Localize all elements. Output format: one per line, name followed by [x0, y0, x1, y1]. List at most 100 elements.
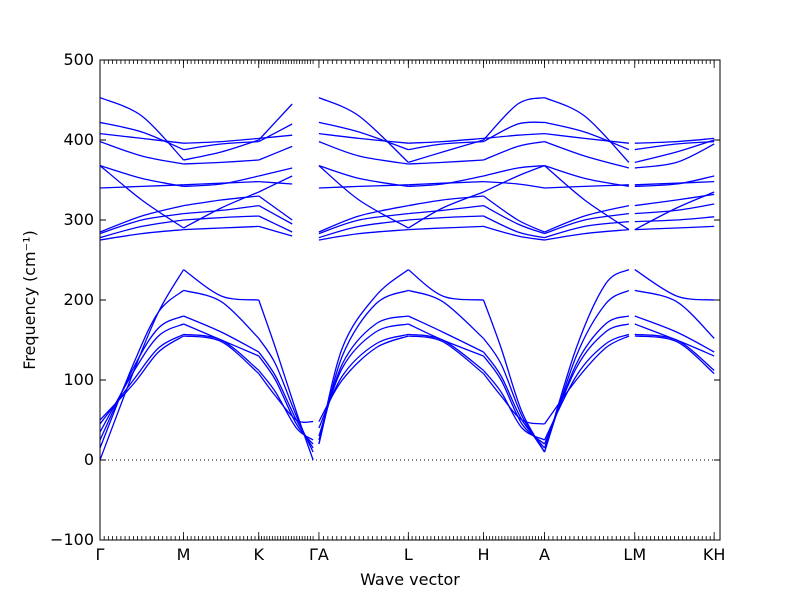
band-line-16-seg-4	[407, 191, 484, 229]
band-line-12-seg-6	[544, 204, 630, 233]
band-line-10-seg-5	[483, 164, 545, 177]
band-line-8-seg-3	[318, 132, 409, 144]
band-line-13-seg-2	[258, 205, 293, 225]
x-axis: Γ M K ΓA L H A LM KH	[96, 60, 725, 564]
band-line-5-seg-1	[183, 335, 260, 375]
band-line-11-seg-7	[634, 180, 715, 186]
band-line-5-seg-2	[258, 373, 314, 423]
band-line-5-seg-4	[408, 335, 484, 375]
band-line-13-seg-7	[634, 203, 715, 215]
band-line-7-seg-3	[318, 121, 409, 151]
x-tick-label: ΓA	[309, 545, 329, 564]
x-tick-label: LM	[623, 545, 646, 564]
x-tick-label: L	[404, 545, 413, 564]
band-line-1-seg-7	[634, 289, 715, 339]
band-line-8-seg-2	[258, 134, 293, 140]
band-line-0-seg-6	[543, 269, 630, 453]
band-line-15-seg-1	[183, 225, 259, 231]
band-line-8-seg-6	[544, 132, 629, 144]
band-line-3-seg-5	[482, 355, 545, 445]
band-line-16-seg-0	[100, 165, 184, 229]
band-line-7-seg-1	[183, 140, 259, 151]
band-line-1-seg-6	[543, 289, 630, 453]
x-tick-label: H	[478, 545, 490, 564]
band-line-15-seg-2	[258, 225, 293, 237]
band-line-12-seg-4	[408, 195, 484, 207]
band-line-15-seg-6	[544, 228, 629, 241]
band-line-14-seg-1	[183, 215, 259, 221]
band-line-16-seg-2	[258, 175, 293, 193]
band-line-15-seg-5	[483, 225, 545, 241]
band-line-10-seg-4	[408, 175, 484, 188]
band-line-4-seg-4	[408, 333, 484, 371]
band-line-13-seg-6	[544, 212, 629, 235]
band-line-1-seg-5	[482, 338, 546, 453]
band-line-3-seg-4	[408, 323, 484, 357]
band-line-4-seg-6	[543, 333, 630, 441]
band-line-8-seg-1	[183, 137, 259, 144]
band-line-2-seg-1	[183, 315, 260, 353]
band-line-13-seg-0	[100, 212, 184, 235]
band-line-11-seg-0	[100, 184, 184, 189]
band-line-11-seg-2	[258, 180, 293, 185]
band-line-16-seg-1	[183, 191, 260, 229]
band-line-2-seg-3	[318, 315, 409, 441]
band-line-10-seg-7	[634, 175, 715, 188]
x-axis-label: Wave vector	[360, 570, 460, 589]
band-line-10-seg-2	[258, 167, 293, 177]
band-line-1-seg-3	[318, 289, 409, 445]
band-line-10-seg-1	[183, 175, 259, 188]
band-line-14-seg-5	[483, 215, 545, 239]
band-line-4-seg-5	[483, 369, 545, 441]
band-line-9-seg-0	[100, 140, 184, 165]
y-tick-label: 200	[63, 290, 94, 309]
y-tick-label: 300	[63, 210, 94, 229]
band-line-9-seg-6	[544, 140, 630, 169]
band-line-3-seg-7	[634, 323, 715, 357]
y-tick-label: 100	[63, 370, 94, 389]
band-line-13-seg-4	[408, 204, 484, 215]
band-line-9-seg-3	[318, 140, 409, 165]
x-tick-label: A	[539, 545, 550, 564]
band-line-12-seg-0	[100, 204, 184, 233]
band-line-7-seg-2	[258, 123, 293, 143]
y-axis: −100 0 100 200 300 400 500	[50, 50, 720, 549]
band-line-0-seg-4	[407, 269, 484, 301]
band-line-12-seg-2	[258, 195, 293, 221]
band-line-6-seg-0	[100, 97, 185, 161]
band-line-4-seg-7	[634, 333, 715, 371]
band-line-8-seg-5	[483, 132, 545, 140]
band-line-16-seg-6	[544, 165, 630, 231]
band-line-12-seg-1	[183, 195, 259, 207]
band-line-1-seg-4	[408, 289, 484, 339]
band-line-0-seg-1	[183, 269, 259, 301]
series-group	[100, 96, 715, 461]
band-line-9-seg-2	[258, 145, 293, 161]
y-tick-label: 0	[84, 450, 94, 469]
y-axis-label: Frequency (cm⁻¹)	[20, 230, 39, 369]
band-line-11-seg-6	[544, 184, 629, 189]
band-line-6-seg-4	[408, 139, 484, 164]
x-tick-label: Γ	[96, 545, 105, 564]
y-tick-label: 400	[63, 130, 94, 149]
plot-frame	[99, 59, 721, 541]
band-line-1-seg-0	[100, 289, 185, 449]
band-line-5-seg-7	[634, 335, 715, 375]
band-line-0-seg-7	[634, 269, 715, 301]
band-line-3-seg-2	[258, 355, 314, 445]
band-line-15-seg-7	[634, 225, 715, 231]
band-line-2-seg-0	[100, 315, 184, 441]
band-line-13-seg-5	[483, 205, 545, 235]
band-line-0-seg-5	[482, 299, 546, 453]
band-line-14-seg-4	[408, 215, 484, 221]
band-line-2-seg-6	[543, 315, 630, 449]
band-line-11-seg-3	[318, 184, 409, 189]
band-line-8-seg-4	[408, 137, 484, 144]
band-line-16-seg-3	[318, 165, 409, 229]
band-line-16-seg-7	[634, 191, 715, 231]
band-line-13-seg-1	[183, 204, 259, 215]
band-line-15-seg-4	[408, 225, 484, 231]
band-line-7-seg-6	[544, 121, 630, 151]
band-line-7-seg-0	[100, 121, 184, 151]
